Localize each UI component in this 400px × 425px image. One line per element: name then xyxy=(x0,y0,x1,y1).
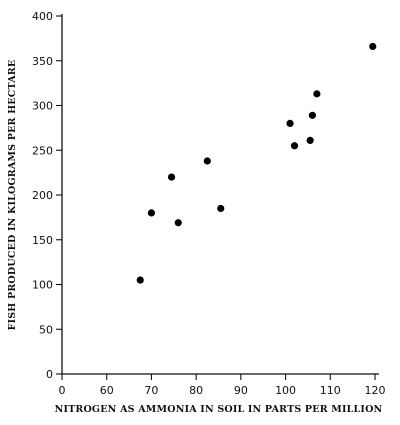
y-tick-label: 0 xyxy=(46,368,53,381)
y-tick-label: 400 xyxy=(32,10,53,23)
data-point xyxy=(306,136,314,145)
y-tick-label: 200 xyxy=(32,189,53,202)
data-point xyxy=(167,173,176,181)
y-tick-label: 150 xyxy=(32,234,53,247)
x-tick-label: 0 xyxy=(59,384,66,397)
y-axis-ticks: 0 50 100 150 200 250 300 350 400 xyxy=(32,10,62,381)
data-point xyxy=(313,90,321,98)
x-tick-label: 90 xyxy=(234,384,248,397)
x-axis-title: NITROGEN AS AMMONIA IN SOIL IN PARTS PER… xyxy=(55,404,383,415)
y-tick-label: 300 xyxy=(32,100,53,113)
x-tick-label: 70 xyxy=(144,384,158,397)
data-point xyxy=(147,209,156,217)
x-tick-label: 80 xyxy=(189,384,203,397)
y-tick-label: 50 xyxy=(39,323,53,336)
x-tick-label: 60 xyxy=(100,384,114,397)
data-point xyxy=(174,219,182,227)
data-point xyxy=(203,157,211,165)
axes xyxy=(61,14,379,375)
data-point xyxy=(369,42,377,51)
data-point xyxy=(308,111,316,119)
y-tick-label: 250 xyxy=(32,144,53,157)
data-point xyxy=(290,142,299,150)
x-tick-label: 120 xyxy=(365,384,386,397)
data-point xyxy=(136,276,144,284)
data-points xyxy=(136,42,377,284)
y-axis-title: FISH PRODUCED IN KILOGRAMS PER HECTARE xyxy=(7,60,18,331)
data-point xyxy=(217,204,225,213)
x-axis-ticks: 0 60 70 80 90 100 110 120 xyxy=(59,374,386,397)
data-point xyxy=(286,119,294,127)
x-tick-label: 110 xyxy=(320,384,341,397)
y-tick-label: 350 xyxy=(32,55,53,68)
x-tick-label: 100 xyxy=(275,384,296,397)
y-tick-label: 100 xyxy=(32,279,53,292)
